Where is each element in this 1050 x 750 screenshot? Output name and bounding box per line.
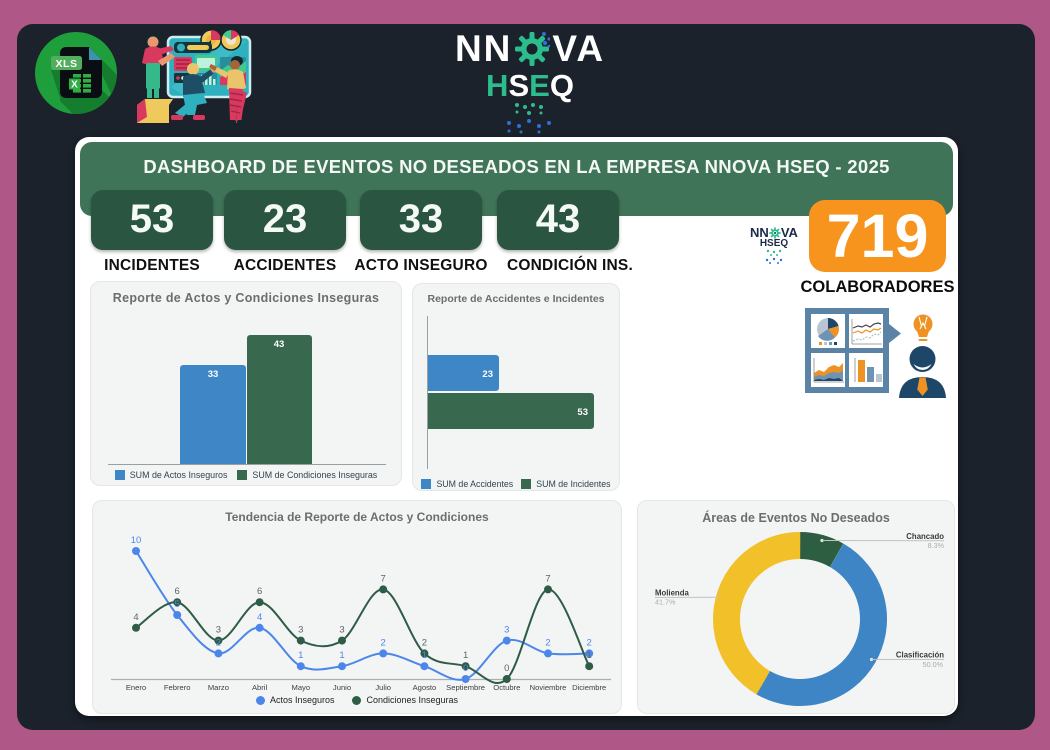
svg-text:Junio: Junio xyxy=(333,683,351,692)
svg-text:4: 4 xyxy=(257,612,262,623)
svg-text:2: 2 xyxy=(381,637,386,648)
svg-text:2: 2 xyxy=(422,637,427,648)
svg-text:41.7%: 41.7% xyxy=(655,598,676,607)
svg-text:5: 5 xyxy=(175,599,180,610)
svg-text:X: X xyxy=(71,80,78,91)
svg-text:2: 2 xyxy=(216,637,221,648)
svg-text:23: 23 xyxy=(482,369,493,380)
svg-text:Agosto: Agosto xyxy=(413,683,437,692)
svg-text:Noviembre: Noviembre xyxy=(530,683,567,692)
svg-text:0: 0 xyxy=(504,663,509,674)
svg-text:1: 1 xyxy=(339,650,344,661)
svg-text:Febrero: Febrero xyxy=(164,683,191,692)
svg-text:XLS: XLS xyxy=(56,58,78,70)
svg-text:8.3%: 8.3% xyxy=(928,541,945,550)
svg-text:2: 2 xyxy=(587,637,592,648)
svg-text:7: 7 xyxy=(545,573,550,584)
svg-text:Octubre: Octubre xyxy=(493,683,520,692)
svg-text:43: 43 xyxy=(274,339,285,350)
svg-text:1: 1 xyxy=(298,650,303,661)
svg-text:7: 7 xyxy=(381,573,386,584)
svg-text:50.0%: 50.0% xyxy=(923,660,944,669)
svg-text:Julio: Julio xyxy=(375,683,391,692)
svg-text:Abril: Abril xyxy=(252,683,268,692)
svg-text:3: 3 xyxy=(339,625,344,636)
svg-text:1: 1 xyxy=(587,650,592,661)
svg-text:0: 0 xyxy=(463,663,468,674)
svg-text:10: 10 xyxy=(131,535,142,546)
svg-text:3: 3 xyxy=(298,625,303,636)
svg-text:Mayo: Mayo xyxy=(292,683,311,692)
svg-text:1: 1 xyxy=(463,650,468,661)
svg-text:Chancado: Chancado xyxy=(906,532,944,541)
svg-text:33: 33 xyxy=(208,369,219,380)
svg-text:1: 1 xyxy=(422,650,427,661)
svg-text:3: 3 xyxy=(504,625,509,636)
svg-text:Clasificación: Clasificación xyxy=(896,651,944,660)
svg-text:Diciembre: Diciembre xyxy=(572,683,606,692)
svg-text:6: 6 xyxy=(257,586,262,597)
svg-text:Enero: Enero xyxy=(126,683,146,692)
svg-text:2: 2 xyxy=(545,637,550,648)
svg-text:Septiembre: Septiembre xyxy=(446,683,485,692)
svg-text:3: 3 xyxy=(216,625,221,636)
svg-text:Molienda: Molienda xyxy=(655,589,689,598)
svg-text:Marzo: Marzo xyxy=(208,683,229,692)
svg-text:4: 4 xyxy=(133,612,138,623)
svg-text:6: 6 xyxy=(175,586,180,597)
svg-text:53: 53 xyxy=(577,407,588,418)
